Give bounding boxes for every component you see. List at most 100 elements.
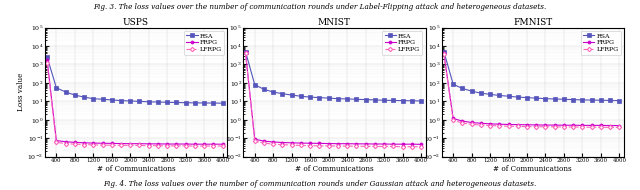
RSA xyxy=(200,102,208,104)
FRPG xyxy=(209,143,217,145)
LFRPG xyxy=(307,145,314,147)
LFRPG xyxy=(523,125,531,128)
LFRPG xyxy=(541,126,549,128)
LFRPG xyxy=(353,145,360,147)
LFRPG xyxy=(579,126,586,128)
LFRPG xyxy=(389,145,397,148)
FRPG xyxy=(362,143,369,145)
LFRPG xyxy=(136,144,143,146)
RSA xyxy=(523,97,531,99)
RSA xyxy=(278,93,286,95)
LFRPG xyxy=(154,145,162,147)
LFRPG xyxy=(219,145,227,147)
Title: MNIST: MNIST xyxy=(318,18,351,27)
RSA xyxy=(163,101,171,103)
FRPG xyxy=(541,124,549,126)
RSA xyxy=(191,102,198,104)
LFRPG xyxy=(505,125,513,127)
FRPG xyxy=(219,143,227,145)
Text: Fig. 3. The loss values over the number of communication rounds under Label-Flip: Fig. 3. The loss values over the number … xyxy=(93,3,547,11)
FRPG xyxy=(495,123,503,125)
LFRPG xyxy=(324,145,332,147)
LFRPG xyxy=(44,62,51,64)
RSA xyxy=(288,94,296,96)
RSA xyxy=(505,95,513,97)
FRPG xyxy=(458,120,466,122)
FRPG xyxy=(182,143,189,145)
RSA xyxy=(61,91,69,93)
FRPG xyxy=(532,124,540,126)
FRPG xyxy=(154,143,162,145)
RSA xyxy=(117,100,125,102)
LFRPG xyxy=(408,146,415,148)
FRPG xyxy=(523,124,531,126)
Legend: RSA, FRPG, LFRPG: RSA, FRPG, LFRPG xyxy=(382,31,422,55)
LFRPG xyxy=(200,145,208,147)
RSA xyxy=(440,50,448,53)
LFRPG xyxy=(61,142,69,145)
Line: RSA: RSA xyxy=(442,50,621,102)
RSA xyxy=(560,98,568,101)
RSA xyxy=(458,87,466,90)
RSA xyxy=(616,100,623,102)
LFRPG xyxy=(260,142,268,144)
LFRPG xyxy=(278,144,286,146)
FRPG xyxy=(380,143,388,145)
RSA xyxy=(260,88,268,90)
RSA xyxy=(126,100,134,102)
X-axis label: # of Communications: # of Communications xyxy=(97,165,175,173)
FRPG xyxy=(316,142,323,145)
RSA xyxy=(44,56,51,58)
LFRPG xyxy=(588,126,595,128)
RSA xyxy=(316,97,323,99)
RSA xyxy=(408,100,415,102)
LFRPG xyxy=(334,145,342,147)
RSA xyxy=(399,100,406,102)
RSA xyxy=(108,99,116,101)
LFRPG xyxy=(269,143,277,145)
LFRPG xyxy=(99,144,106,146)
RSA xyxy=(52,87,60,89)
RSA xyxy=(477,92,484,94)
LFRPG xyxy=(495,125,503,127)
LFRPG xyxy=(71,143,79,145)
FRPG xyxy=(173,143,180,145)
FRPG xyxy=(505,123,513,126)
FRPG xyxy=(371,143,379,145)
FRPG xyxy=(126,142,134,145)
FRPG xyxy=(307,142,314,144)
LFRPG xyxy=(80,143,88,146)
FRPG xyxy=(108,142,116,145)
RSA xyxy=(307,96,314,98)
RSA xyxy=(324,97,332,99)
RSA xyxy=(380,99,388,101)
RSA xyxy=(334,97,342,100)
RSA xyxy=(389,99,397,102)
RSA xyxy=(606,99,614,102)
FRPG xyxy=(251,138,259,140)
RSA xyxy=(362,98,369,101)
RSA xyxy=(579,99,586,101)
LFRPG xyxy=(126,144,134,146)
Title: USPS: USPS xyxy=(123,18,149,27)
FRPG xyxy=(242,51,250,54)
RSA xyxy=(145,101,152,103)
FRPG xyxy=(477,122,484,124)
FRPG xyxy=(191,143,198,145)
FRPG xyxy=(486,123,494,125)
FRPG xyxy=(200,143,208,145)
LFRPG xyxy=(90,144,97,146)
FRPG xyxy=(80,142,88,144)
LFRPG xyxy=(362,145,369,147)
LFRPG xyxy=(242,52,250,55)
LFRPG xyxy=(343,145,351,147)
RSA xyxy=(417,100,425,102)
LFRPG xyxy=(209,145,217,147)
LFRPG xyxy=(173,145,180,147)
FRPG xyxy=(136,142,143,145)
X-axis label: # of Communications: # of Communications xyxy=(295,165,374,173)
Line: RSA: RSA xyxy=(45,56,224,105)
FRPG xyxy=(417,143,425,146)
RSA xyxy=(173,101,180,104)
FRPG xyxy=(71,141,79,143)
